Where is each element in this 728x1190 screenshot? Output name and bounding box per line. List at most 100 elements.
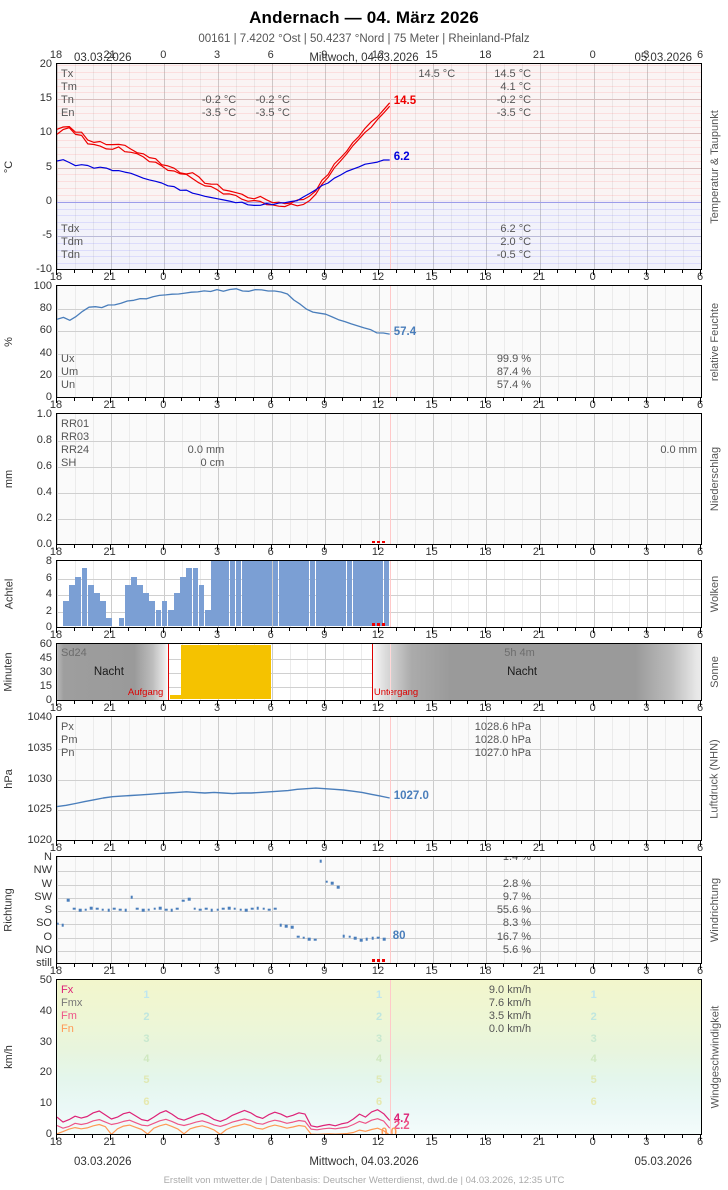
axis-tick-mark [270,1135,272,1140]
x-tick: 9 [321,546,328,558]
gridline-vertical [307,414,309,544]
stat-value-fmx: 7.6 km/h [488,997,532,1009]
axis-tick-mark [145,545,147,548]
beaufort-label: 4 [590,1052,597,1065]
x-tick: 21 [103,702,116,714]
axis-tick-mark [288,628,290,631]
x-tick: 18 [479,1136,492,1148]
gridline-degree [57,201,701,203]
y-tick: S [44,904,52,916]
credit-line: Erstellt von mtwetter.de | Datenbasis: D… [163,1175,565,1186]
gridline-vertical [164,717,166,840]
wind-direction-point [376,936,380,939]
axis-tick-mark [467,701,469,704]
axis-tick-mark [682,545,684,548]
wind-direction-percent: 16.7 % [496,930,532,943]
stat-label-rr24: RR24 [61,444,90,456]
axis-tick-mark [628,398,630,401]
night-label-left: Nacht [93,666,124,678]
axis-tick-mark [199,841,201,844]
gridline-vertical [379,857,380,963]
x-tick: 12 [371,546,385,558]
gridline-vertical [396,857,398,963]
gridline-vertical [74,414,76,544]
stat-label-fn: Fn [61,1023,74,1035]
panel-wind_speed: km/h Windgeschwindigkeit 50 40 30 20 10 0 1 2 3 4 5 6… [0,974,728,1150]
axis-tick-mark [252,964,254,967]
night-block-left [57,644,168,700]
axis-tick-mark [485,545,487,550]
y-axis-label-clouds: Achtel [3,578,16,610]
gridline-vertical [450,717,452,840]
y-ticks-pressure: 1040 1035 1030 1025 1020 [18,711,56,846]
axis-tick-mark [73,545,75,548]
axis-tick-mark [252,545,254,548]
axis-tick-mark [700,628,701,633]
x-tick: 3 [213,842,221,854]
axis-tick-mark [395,545,397,548]
gridline-vertical [647,414,649,544]
axis-tick-mark [485,1135,487,1140]
gridline-vertical [504,857,506,963]
gridline-vertical [665,414,667,544]
footer-day-next: 05.03.2026 [634,1156,692,1168]
gridline-vertical [164,286,166,397]
stat-label-sh: SH [61,457,77,469]
gridline-vertical [647,64,649,269]
x-ticks-sun: 18 21 0 3 6 9 12 15 18 21 0 3 6 [50,702,703,717]
axis-tick-mark [485,270,487,275]
x-tick: 6 [267,965,274,977]
x-tick: 0 [589,49,596,61]
gridline-vertical [74,717,76,840]
day-label-bar-top: 03.03.2026 Mittwoch, 04.03.2026 05.03.20… [0,52,728,68]
x-tick: 6 [696,629,704,641]
y-tick: NO [35,943,53,956]
wind-direction-point [239,908,242,911]
gridline-vertical [432,64,434,269]
wind-direction-point [61,923,65,927]
y-tick: 1035 [27,741,52,754]
axis-tick-mark [342,701,344,704]
gridline-horizontal [57,331,701,333]
gridline-vertical [57,286,58,397]
axis-tick-mark [395,270,397,273]
gridline-vertical [468,561,470,627]
gridline-vertical [379,414,380,544]
axis-tick-mark [682,398,684,401]
stat-value-un: 57.4 % [496,379,532,391]
gridline-vertical [486,286,488,397]
stat-value-rr24: 0.0 mm [660,444,697,456]
gridline-vertical [200,414,202,544]
gridline-vertical [289,717,291,840]
axis-tick-mark [574,841,576,844]
wind-direction-percent: 8.3 % [502,917,532,930]
gridline-vertical [235,414,237,544]
x-tick: 18 [49,399,63,411]
stat-value-tn: -0.2 °C [496,94,532,106]
gridline-vertical [665,561,667,627]
x-tick: 18 [49,842,63,854]
axis-tick-mark [199,1135,201,1138]
x-tick: 12 [371,702,385,714]
cloud-bar [284,561,291,626]
gridline-vertical [522,286,524,397]
x-tick: 21 [532,271,546,283]
series-wind-mean [57,1118,391,1131]
wind-direction-point [216,908,219,911]
axis-tick-mark [449,398,451,401]
x-ticks-humidity: 18 21 0 3 6 9 12 15 18 21 0 3 6 [50,399,703,414]
axis-tick-mark [378,270,379,275]
gridline-vertical [557,857,559,963]
axis-tick-mark [574,628,576,631]
stat-mid-tn: -0.2 °C [201,94,237,106]
x-tick: 18 [49,1136,63,1148]
gridline-degree [57,140,701,142]
axis-tick-mark [73,701,75,704]
axis-tick-mark [503,270,505,273]
y-tick: 0.8 [36,434,52,446]
wind-direction-point [164,908,168,911]
axis-tick-mark [700,545,701,550]
gridline-vertical [271,857,273,963]
cloud-bar [272,561,279,626]
axis-tick-mark [610,628,612,631]
